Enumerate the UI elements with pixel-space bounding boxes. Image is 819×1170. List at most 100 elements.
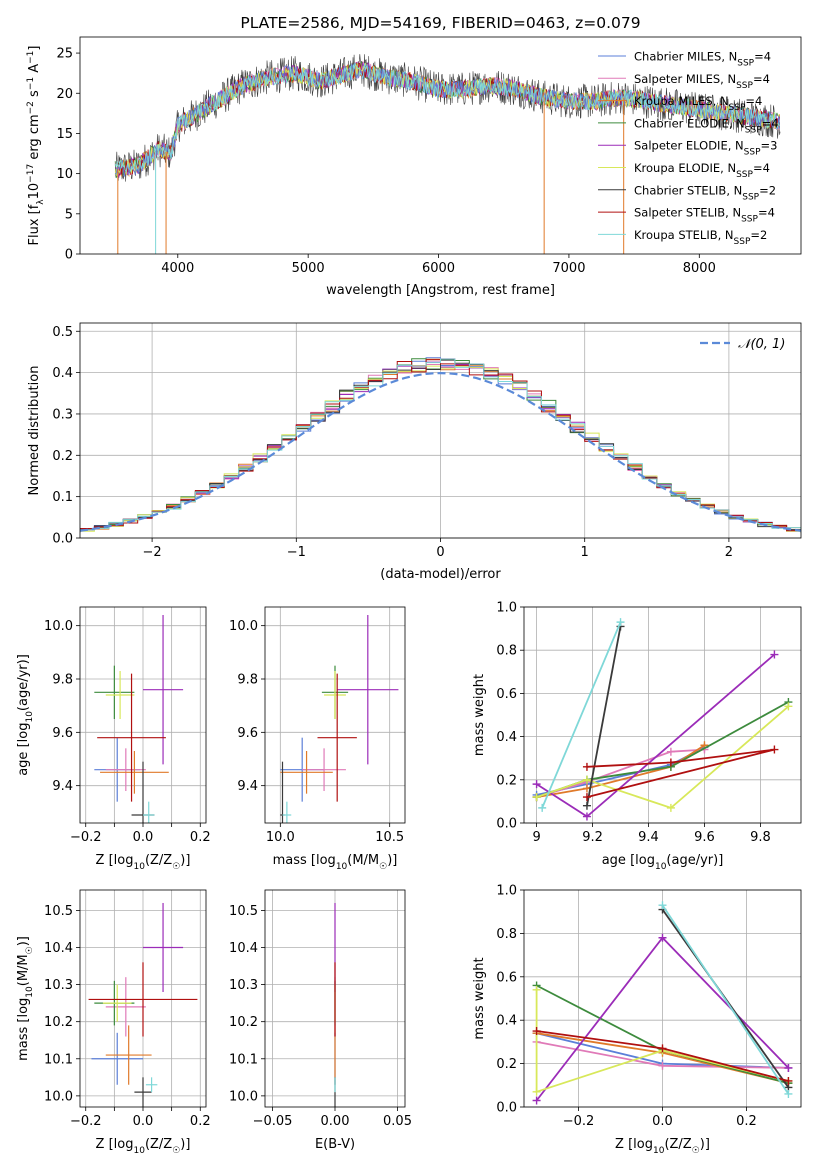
legend-label: Salpeter MILES, NSSP=4 xyxy=(634,72,770,91)
y-tick-label: 25 xyxy=(56,47,73,62)
axes-weight_vs_age: 9 9.2 9.4 9.6 9.8 0.0 0.2 0.4 0.6 0.8 1.0 xyxy=(496,601,801,845)
weight-marker xyxy=(582,762,591,771)
axes-frame-weight_vs_Z xyxy=(523,889,802,1108)
x-axis-label: age [log10(age/yr)] xyxy=(602,853,724,872)
y-tick-label: 10.3 xyxy=(229,978,258,993)
data-point xyxy=(282,801,292,823)
x-tick-label: 0.2 xyxy=(736,1114,757,1129)
legend: Chabrier MILES, NSSP=4 Salpeter MILES, NS… xyxy=(598,50,779,247)
x-tick-label: 8000 xyxy=(683,261,716,276)
y-tick-label: 15 xyxy=(56,127,73,142)
data-point xyxy=(134,1077,152,1107)
histograms xyxy=(80,357,801,534)
y-tick-label: 0.0 xyxy=(496,1101,517,1116)
weight-line xyxy=(535,989,789,1094)
legend-label: Chabrier MILES, NSSP=4 xyxy=(634,50,771,69)
weight-marker xyxy=(658,901,667,910)
data-point xyxy=(105,1025,152,1085)
x-axis-label: E(B-V) xyxy=(315,1137,355,1152)
x-tick-label: 0.0 xyxy=(133,830,154,845)
data-point xyxy=(143,801,155,823)
data-point xyxy=(105,977,146,1037)
data-point xyxy=(102,984,132,1022)
spectrum-line xyxy=(114,62,780,173)
weight-marker xyxy=(532,1096,541,1105)
y-tick-label: 0.3 xyxy=(52,407,73,422)
data-point xyxy=(91,1032,143,1085)
data-point xyxy=(280,751,333,794)
x-tick-label: −2 xyxy=(143,545,162,560)
weight-line xyxy=(541,621,622,809)
y-tick-label: 9.8 xyxy=(237,673,258,688)
weight-line xyxy=(536,744,705,798)
x-tick-label: 9.6 xyxy=(694,830,715,845)
axes-age_vs_Z: −0.2 0.0 0.2 9.4 9.6 9.8 10.0 xyxy=(44,607,211,845)
y-tick-label: 10.4 xyxy=(44,941,73,956)
weight-marker xyxy=(666,747,675,756)
y-tick-label: 9.8 xyxy=(52,673,73,688)
x-axis-label: Z [log10(Z/Z☉)] xyxy=(615,1137,710,1156)
y-tick-label: 9.4 xyxy=(237,779,258,794)
weight-marker xyxy=(784,702,793,711)
x-tick-label: −0.2 xyxy=(563,1114,595,1129)
y-tick-label: 0 xyxy=(65,248,73,263)
legend: 𝒩(0, 1) xyxy=(700,337,785,352)
y-tick-label: 0.2 xyxy=(496,1057,517,1072)
weight-lines xyxy=(532,618,793,821)
axes-frame-mass_vs_ebv xyxy=(264,889,406,1108)
y-axis-label: Normed distribution xyxy=(27,366,42,496)
y-tick-label: 10.2 xyxy=(229,1015,258,1030)
data-point xyxy=(97,673,166,802)
axes-residuals: −2 −1 0 1 2 0.0 0.1 0.2 0.3 0.4 0.5 xyxy=(52,323,801,560)
x-axis-label: Z [log10(Z/Z☉)] xyxy=(96,1137,191,1156)
y-tick-label: 0.6 xyxy=(496,970,517,985)
weight-line xyxy=(536,705,789,809)
x-tick-label: −0.2 xyxy=(70,1114,102,1129)
legend-label: Chabrier STELIB, NSSP=2 xyxy=(634,183,776,202)
x-axis-label: mass [log10(M/M☉)] xyxy=(273,853,398,872)
x-tick-label: 0.00 xyxy=(321,1114,350,1129)
axes-age_vs_mass: 10.0 10.5 9.4 9.6 9.8 10.0 xyxy=(229,607,405,845)
data-point xyxy=(324,671,346,719)
x-tick-label: 0.0 xyxy=(652,1114,673,1129)
y-tick-label: 0.6 xyxy=(496,687,517,702)
weight-marker xyxy=(658,1061,667,1070)
x-tick-label: 0.05 xyxy=(383,1114,412,1129)
weight-marker xyxy=(582,775,591,784)
x-axis-label: (data-model)/error xyxy=(380,567,501,582)
weight-marker xyxy=(784,1076,793,1085)
weight-marker xyxy=(532,793,541,802)
y-axis-label: mass weight xyxy=(472,674,487,756)
y-tick-label: 10.0 xyxy=(229,619,258,634)
y-axis-label: mass weight xyxy=(472,957,487,1039)
axes-frame-weight_vs_age xyxy=(523,606,802,824)
axes-frame-spectrum xyxy=(79,36,802,255)
axes-frame-mass_vs_Z xyxy=(79,889,207,1108)
normal-curve xyxy=(80,371,801,532)
legend-label: Kroupa MILES, NSSP=4 xyxy=(634,94,762,113)
weight-marker xyxy=(538,803,547,812)
y-tick-label: 0.8 xyxy=(496,644,517,659)
legend-label: Kroupa STELIB, NSSP=2 xyxy=(634,228,767,247)
axes-frame-age_vs_mass xyxy=(264,606,406,824)
y-tick-label: 10.0 xyxy=(229,1089,258,1104)
data-point xyxy=(317,673,357,802)
y-tick-label: 0.1 xyxy=(52,490,73,505)
weight-marker xyxy=(666,758,675,767)
legend-label: Kroupa ELODIE, NSSP=4 xyxy=(634,161,770,180)
x-tick-label: 9.8 xyxy=(750,830,771,845)
x-tick-label: 0.0 xyxy=(133,1114,154,1129)
x-tick-label: 9 xyxy=(532,830,540,845)
data-point xyxy=(100,751,169,794)
x-tick-label: 10.5 xyxy=(375,830,404,845)
y-tick-label: 10.3 xyxy=(44,978,73,993)
y-tick-label: 10.0 xyxy=(44,1089,73,1104)
data-point xyxy=(143,615,184,765)
axes-mass_vs_ebv: −0.05 0.00 0.05 10.0 10.1 10.2 10.3 10.4 10.5 xyxy=(229,890,412,1129)
legend-label: 𝒩(0, 1) xyxy=(738,337,785,352)
y-tick-label: 10.1 xyxy=(229,1052,258,1067)
y-tick-label: 0.4 xyxy=(52,366,73,381)
weight-marker xyxy=(770,650,779,659)
weight-marker xyxy=(770,745,779,754)
weight-line xyxy=(536,701,789,798)
